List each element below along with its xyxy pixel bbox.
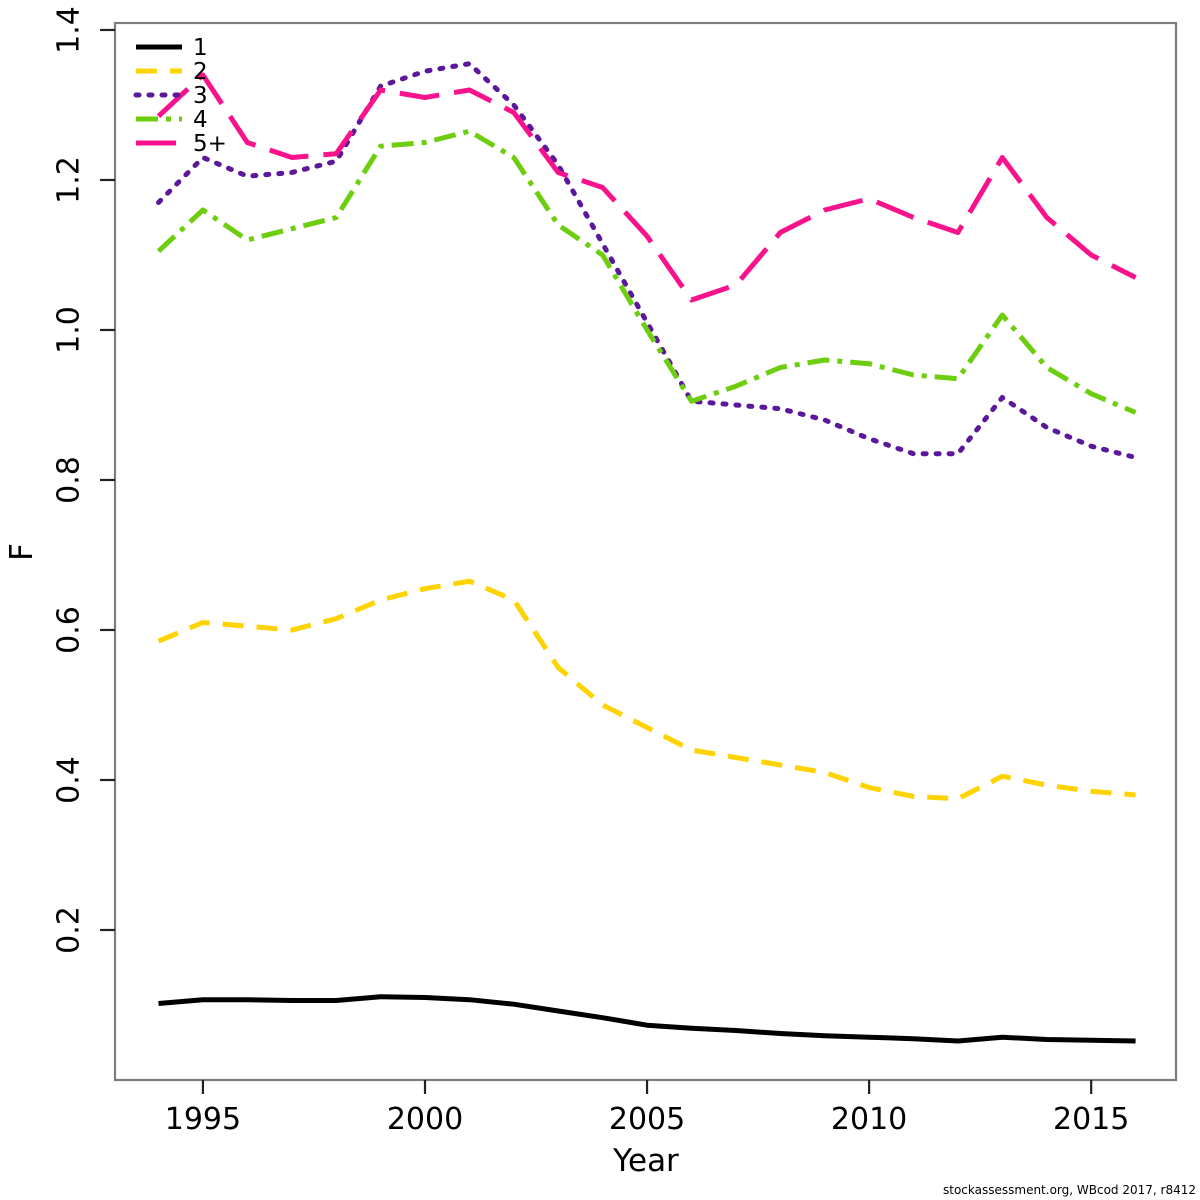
series-line-5+ [156,72,1137,303]
y-tick-label: 0.8 [52,456,87,504]
series-line-4 [156,128,1137,415]
y-tick-label: 0.4 [52,756,87,804]
legend-label-4: 4 [193,107,208,133]
x-tick-label: 2010 [831,1102,907,1137]
x-tick-label: 2015 [1053,1102,1129,1137]
series-line-3 [156,61,1139,460]
y-axis-title: F [4,543,40,561]
x-tick-label: 2005 [609,1102,685,1137]
y-tick-label: 1.2 [52,156,87,204]
x-axis-title: Year [612,1143,679,1179]
y-tick-label: 1.4 [52,6,87,54]
series-line-2 [157,578,1136,802]
legend-label-1: 1 [193,35,208,61]
legend-label-2: 2 [193,59,208,85]
plot-box [113,21,1178,1082]
attribution-text: stockassessment.org, WBcod 2017, r8412 [943,1183,1196,1197]
y-tick-label: 1.0 [52,306,87,354]
x-tick-label: 2000 [387,1102,463,1137]
y-tick-label: 0.6 [52,606,87,654]
legend-label-3: 3 [193,83,208,109]
x-tick-label: 1995 [165,1102,241,1137]
series-line-1 [158,994,1136,1044]
legend-label-5+: 5+ [193,131,227,157]
y-tick-label: 0.2 [52,906,87,954]
